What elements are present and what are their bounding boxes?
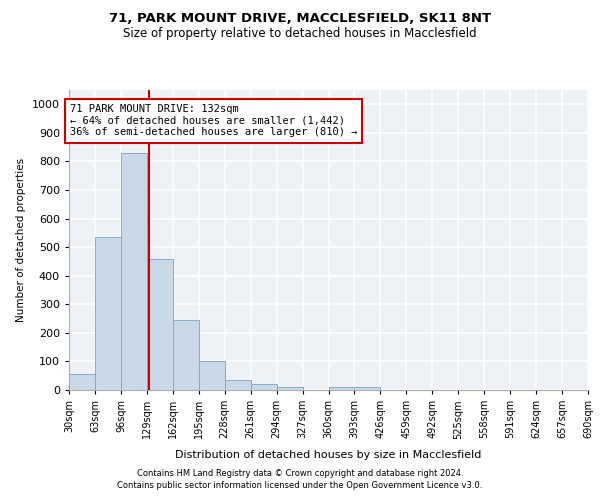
Y-axis label: Number of detached properties: Number of detached properties [16,158,26,322]
Bar [199,362,224,390]
Bar [251,384,277,390]
Text: Contains public sector information licensed under the Open Government Licence v3: Contains public sector information licen… [118,481,482,490]
Bar [277,387,302,390]
Bar [173,320,199,390]
Bar [147,258,173,390]
Bar [329,387,355,390]
Bar [69,374,95,390]
Bar [121,153,147,390]
Text: Contains HM Land Registry data © Crown copyright and database right 2024.: Contains HM Land Registry data © Crown c… [137,468,463,477]
Text: 71 PARK MOUNT DRIVE: 132sqm
← 64% of detached houses are smaller (1,442)
36% of : 71 PARK MOUNT DRIVE: 132sqm ← 64% of det… [70,104,357,138]
Bar [355,387,380,390]
Bar [224,380,251,390]
Text: Size of property relative to detached houses in Macclesfield: Size of property relative to detached ho… [123,28,477,40]
Text: 71, PARK MOUNT DRIVE, MACCLESFIELD, SK11 8NT: 71, PARK MOUNT DRIVE, MACCLESFIELD, SK11… [109,12,491,26]
Bar [95,237,121,390]
X-axis label: Distribution of detached houses by size in Macclesfield: Distribution of detached houses by size … [175,450,482,460]
